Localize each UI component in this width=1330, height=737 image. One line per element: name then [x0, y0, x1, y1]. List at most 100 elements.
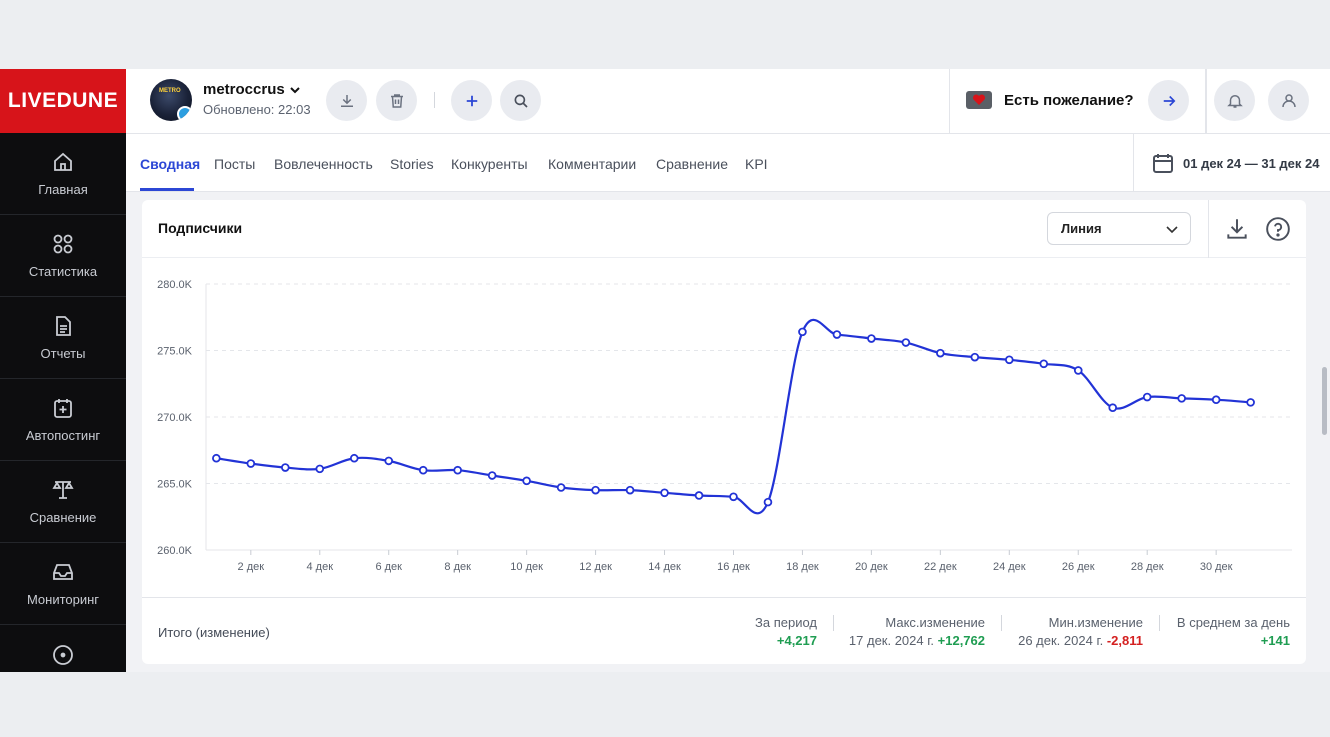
tab-posts[interactable]: Посты [214, 156, 256, 172]
updated-time: Обновлено: 22:03 [203, 102, 311, 117]
tab-comments[interactable]: Комментарии [548, 156, 637, 172]
add-account-button[interactable] [451, 80, 492, 121]
stat-period-label: За период [755, 615, 817, 630]
stat-average-value: +141 [1260, 633, 1290, 648]
feedback-panel: Есть пожелание? [949, 69, 1206, 134]
sidebar-item-label: Сравнение [29, 510, 97, 525]
sidebar-item-statistics[interactable]: Статистика [0, 215, 126, 297]
followers-line-chart: 260.0K 265.0K 270.0K 275.0K 280.0K 2 дек 4 дек… [157, 279, 1292, 573]
notifications-button[interactable] [1214, 80, 1255, 121]
data-point [418, 465, 428, 475]
sidebar-item-reports[interactable]: Отчеты [0, 297, 126, 379]
x-tick-label: 4 дек [307, 561, 334, 573]
x-tick-label: 16 дек [717, 561, 750, 573]
header-divider [1208, 200, 1209, 258]
followers-card: Подписчики Линия 260.0K 265.0K 270.0K 275.0… [142, 200, 1306, 664]
tab-summary[interactable]: Сводная [140, 156, 201, 172]
data-point [1142, 392, 1152, 402]
summary-footer: Итого (изменение) За период +4,217 Макс.… [142, 597, 1306, 664]
stat-max-label: Макс.изменение [885, 615, 985, 630]
stat-max-date: 17 дек. 2024 г. [848, 633, 935, 648]
stat-max: Макс.изменение 17 дек. 2024 г. +12,762 [849, 615, 985, 648]
data-point [246, 459, 256, 468]
date-range-label: 01 дек 24 — 31 дек 24 [1183, 156, 1320, 171]
sidebar-item-label: Мониторинг [26, 592, 100, 607]
sidebar-item-comparison[interactable]: Сравнение [0, 461, 126, 543]
stat-max-value: +12,762 [937, 633, 985, 648]
data-point [1108, 403, 1118, 412]
calendar-icon [1153, 154, 1173, 173]
stat-min-value: -2,811 [1106, 633, 1143, 648]
sidebar-item-more[interactable] [0, 625, 126, 672]
x-tick-label: 26 дек [1062, 561, 1095, 573]
x-tick-label: 24 дек [993, 561, 1026, 573]
sidebar-item-monitoring[interactable]: Мониторинг [0, 543, 126, 625]
data-point [384, 456, 394, 466]
data-point [487, 471, 497, 480]
data-point [832, 330, 842, 339]
livedune-logo[interactable]: LIVEDUNE [0, 69, 126, 133]
date-range-picker[interactable]: 01 дек 24 — 31 дек 24 [1133, 134, 1330, 192]
data-point [1073, 366, 1083, 375]
y-tick-label: 275.0K [157, 346, 193, 358]
top-bar: METRO metroccrus Обновлено: 22:03 Есть п… [126, 69, 1330, 134]
stat-min: Мин.изменение 26 дек. 2024 г. -2,811 [1018, 615, 1143, 648]
tab-competitors[interactable]: Конкуренты [451, 156, 528, 172]
x-tick-label: 28 дек [1131, 561, 1164, 573]
x-tick-label: 8 дек [444, 561, 471, 573]
tab-comparison[interactable]: Сравнение [656, 156, 728, 172]
help-icon[interactable] [1265, 216, 1291, 242]
data-point [763, 497, 773, 507]
data-point [1211, 395, 1221, 405]
avatar-logo-text: METRO [159, 88, 181, 94]
data-point [694, 491, 704, 500]
search-button[interactable] [500, 80, 541, 121]
profile-button[interactable] [1268, 80, 1309, 121]
chart-type-value: Линия [1061, 221, 1102, 236]
chart-type-select[interactable]: Линия [1047, 212, 1191, 245]
stat-period-value: +4,217 [776, 633, 817, 648]
tab-stories[interactable]: Stories [390, 156, 434, 172]
target-icon [53, 645, 73, 665]
data-point [280, 463, 290, 472]
data-point [1039, 359, 1049, 369]
card-header: Подписчики Линия [142, 200, 1306, 258]
y-tick-label: 265.0K [157, 479, 193, 491]
delete-button[interactable] [376, 80, 417, 121]
account-avatar[interactable]: METRO [150, 79, 192, 121]
sidebar-item-autoposting[interactable]: Автопостинг [0, 379, 126, 461]
x-tick-label: 10 дек [510, 561, 543, 573]
data-point [591, 485, 600, 495]
data-point [556, 483, 566, 492]
tab-kpi[interactable]: KPI [745, 156, 768, 172]
heart-icon [966, 91, 992, 109]
page-scrollbar[interactable] [1322, 367, 1327, 435]
download-chart-icon[interactable] [1224, 216, 1250, 242]
sidebar-item-home[interactable]: Главная [0, 133, 126, 215]
x-tick-label: 18 дек [786, 561, 819, 573]
download-button[interactable] [326, 80, 367, 121]
topbar-divider [1206, 69, 1207, 134]
data-point [1246, 398, 1255, 407]
active-tab-indicator [140, 188, 194, 191]
stat-average-label: В среднем за день [1176, 615, 1290, 630]
data-point [1004, 355, 1014, 365]
data-point [729, 492, 738, 502]
x-tick-label: 2 дек [238, 561, 265, 573]
grid-icon [53, 234, 73, 254]
x-tick-label: 20 дек [855, 561, 888, 573]
trash-icon [390, 93, 403, 108]
data-point [798, 327, 807, 337]
feedback-submit-button[interactable] [1148, 80, 1189, 121]
chevron-down-icon [1166, 226, 1178, 234]
chevron-down-icon[interactable] [289, 84, 301, 96]
stat-min-label: Мин.изменение [1048, 615, 1143, 630]
data-point [660, 488, 669, 498]
account-name[interactable]: metroccrus [203, 81, 285, 98]
tab-engagement[interactable]: Вовлеченность [274, 156, 373, 172]
y-tick-label: 270.0K [157, 412, 193, 424]
app-frame: LIVEDUNE Главная Статистика Отчеты Автоп… [0, 69, 1330, 672]
search-icon [514, 94, 528, 108]
stat-divider [1159, 615, 1160, 631]
plus-icon [466, 95, 477, 106]
